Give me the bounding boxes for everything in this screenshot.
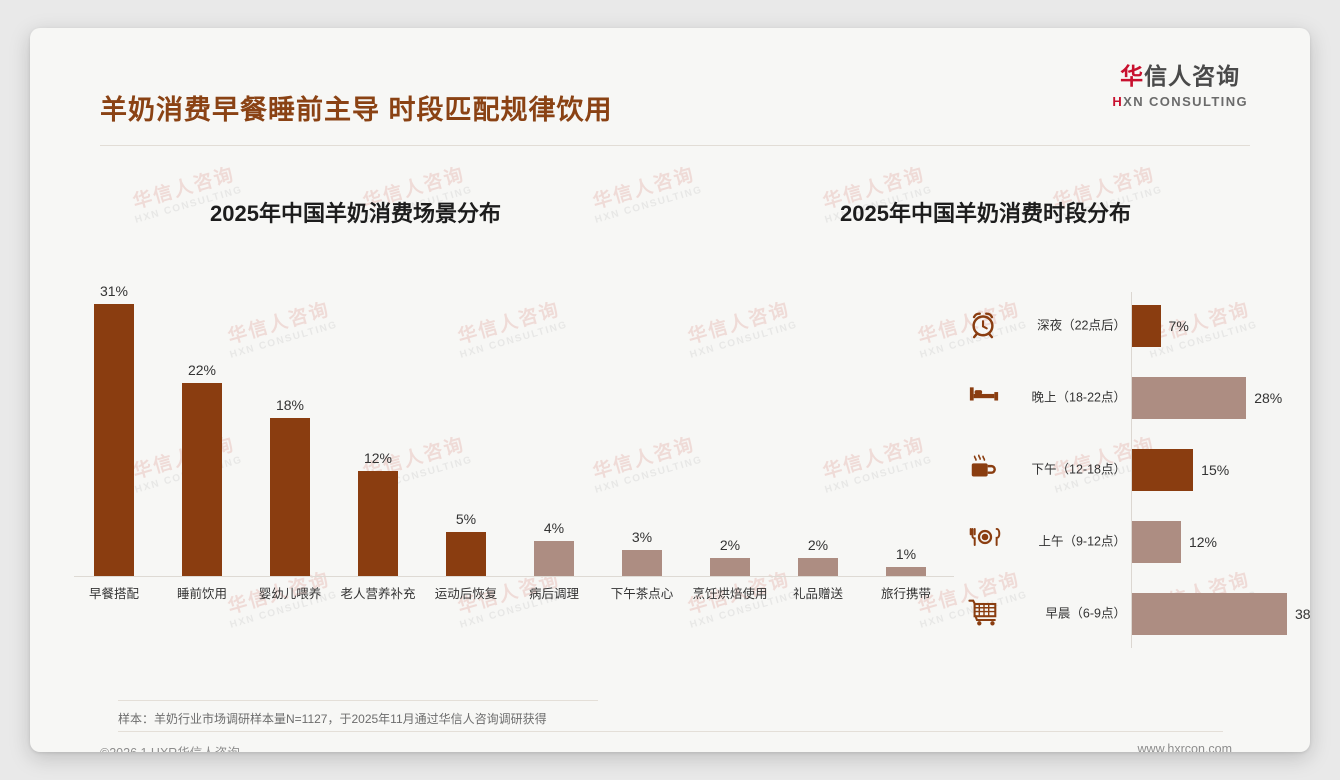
column-value-label: 22% <box>187 361 217 378</box>
horizontal-bar[interactable] <box>1132 377 1247 419</box>
footnote-divider-top <box>118 700 598 701</box>
scenario-distribution-chart: 31% 早餐搭配 22% 睡前饮用 18% 婴幼儿喂养 12% 老人营养补充 5% 运动后恢复 4%… <box>48 276 954 606</box>
bar-category-label: 深夜（22点后） <box>1037 318 1126 333</box>
horizontal-bar[interactable] <box>1132 305 1161 347</box>
column-bar[interactable] <box>270 418 310 576</box>
column-value-label: 1% <box>895 546 917 563</box>
copyright-text: ©2026.1 HXR华信人咨询 <box>100 742 240 752</box>
right-chart-title: 2025年中国羊奶消费时段分布 <box>840 201 1131 226</box>
bar-value-label: 38% <box>1295 606 1310 622</box>
column-chart-item: 2% 烹饪烘焙使用 <box>684 276 776 606</box>
company-logo: 华信人咨询 HXN CONSULTING <box>1112 65 1248 109</box>
column-category-label: 早餐搭配 <box>88 587 139 601</box>
column-category-label: 烹饪烘焙使用 <box>692 587 768 601</box>
bar-chart-row: 下午（12-18点） 15% <box>960 434 1290 506</box>
bar-value-label: 12% <box>1188 534 1217 550</box>
bar-chart-axis <box>1131 292 1132 648</box>
column-value-label: 18% <box>275 397 305 414</box>
column-bar[interactable] <box>534 540 574 576</box>
plate-cutlery-icon <box>968 525 1002 559</box>
column-chart-item: 1% 旅行携带 <box>860 276 952 606</box>
logo-chinese-name: 华信人咨询 <box>1112 65 1248 88</box>
alarm-clock-icon <box>968 309 1002 343</box>
slide-header: 羊奶消费早餐睡前主导 时段匹配规律饮用 华信人咨询 HXN CONSULTING <box>30 28 1310 146</box>
column-value-label: 12% <box>363 449 393 466</box>
bar-category-label: 晚上（18-22点） <box>1031 390 1126 405</box>
column-bar[interactable] <box>886 567 926 576</box>
column-value-label: 2% <box>719 537 741 554</box>
header-divider <box>100 145 1250 146</box>
column-category-label: 睡前饮用 <box>176 587 227 601</box>
column-value-label: 3% <box>631 528 653 545</box>
column-chart-item: 5% 运动后恢复 <box>420 276 512 606</box>
column-chart-item: 4% 病后调理 <box>508 276 600 606</box>
column-value-label: 4% <box>543 519 565 536</box>
column-value-label: 31% <box>99 283 129 299</box>
logo-en-rest: XN CONSULTING <box>1123 94 1248 109</box>
column-chart-item: 31% 早餐搭配 <box>68 276 160 606</box>
shopping-cart-icon <box>968 597 1002 631</box>
column-chart-item: 12% 老人营养补充 <box>332 276 424 606</box>
time-slot-distribution-chart: 深夜（22点后） 7% 晚上（18-22点） 28% 下午（12-18点） 15% 上午（9… <box>960 290 1310 650</box>
website-url: www.hxrcon.com <box>1137 742 1232 752</box>
column-category-label: 下午茶点心 <box>610 587 674 601</box>
column-bar[interactable] <box>358 470 398 576</box>
column-bar[interactable] <box>446 532 486 576</box>
coffee-cup-icon <box>968 453 1002 487</box>
bar-chart-row: 早晨（6-9点） 38% <box>960 578 1310 650</box>
column-category-label: 运动后恢复 <box>434 587 498 601</box>
horizontal-bar[interactable] <box>1132 449 1194 491</box>
bed-icon <box>968 381 1002 415</box>
bar-value-label: 7% <box>1168 318 1189 334</box>
left-chart-title: 2025年中国羊奶消费场景分布 <box>210 201 501 226</box>
column-bar[interactable] <box>622 549 662 576</box>
column-chart-item: 2% 礼品赠送 <box>772 276 864 606</box>
column-bar[interactable] <box>94 304 134 576</box>
column-chart-item: 18% 婴幼儿喂养 <box>244 276 336 606</box>
horizontal-bar[interactable] <box>1132 593 1287 635</box>
bar-chart-row: 上午（9-12点） 12% <box>960 506 1290 578</box>
footer-divider <box>118 731 1223 732</box>
column-category-label: 婴幼儿喂养 <box>258 587 322 601</box>
column-category-label: 病后调理 <box>528 587 579 601</box>
bar-category-label: 早晨（6-9点） <box>1045 606 1126 621</box>
column-category-label: 老人营养补充 <box>340 587 416 601</box>
column-value-label: 5% <box>455 511 477 528</box>
horizontal-bar[interactable] <box>1132 521 1181 563</box>
column-value-label: 2% <box>807 537 829 554</box>
column-category-label: 礼品赠送 <box>792 587 843 601</box>
logo-cn-rest: 信人咨询 <box>1144 63 1241 89</box>
watermark-cn: 华信人咨询 <box>590 164 698 214</box>
sample-footnote: 样本：羊奶行业市场调研样本量N=1127，于2025年11月通过华信人咨询调研获… <box>118 712 547 726</box>
column-chart-item: 22% 睡前饮用 <box>156 276 248 606</box>
watermark-en: HXN CONSULTING <box>593 184 704 226</box>
bar-chart-row: 深夜（22点后） 7% <box>960 290 1290 362</box>
slide-card: 华信人咨询 HXN CONSULTING 华信人咨询 HXN CONSULTING 华信… <box>30 28 1310 752</box>
column-chart-baseline <box>74 576 954 577</box>
logo-cn-red-char: 华 <box>1120 63 1145 89</box>
bar-chart-row: 晚上（18-22点） 28% <box>960 362 1290 434</box>
bar-category-label: 下午（12-18点） <box>1031 462 1126 477</box>
logo-en-red-char: H <box>1112 94 1124 109</box>
column-chart-item: 3% 下午茶点心 <box>596 276 688 606</box>
column-category-label: 旅行携带 <box>880 587 931 601</box>
bar-value-label: 15% <box>1201 462 1230 478</box>
column-bar[interactable] <box>798 558 838 576</box>
column-bar[interactable] <box>182 382 222 576</box>
bar-category-label: 上午（9-12点） <box>1038 534 1126 549</box>
bar-value-label: 28% <box>1254 390 1283 406</box>
logo-english-name: HXN CONSULTING <box>1112 95 1248 108</box>
column-bar[interactable] <box>710 558 750 576</box>
page-title: 羊奶消费早餐睡前主导 时段匹配规律饮用 <box>100 95 613 125</box>
